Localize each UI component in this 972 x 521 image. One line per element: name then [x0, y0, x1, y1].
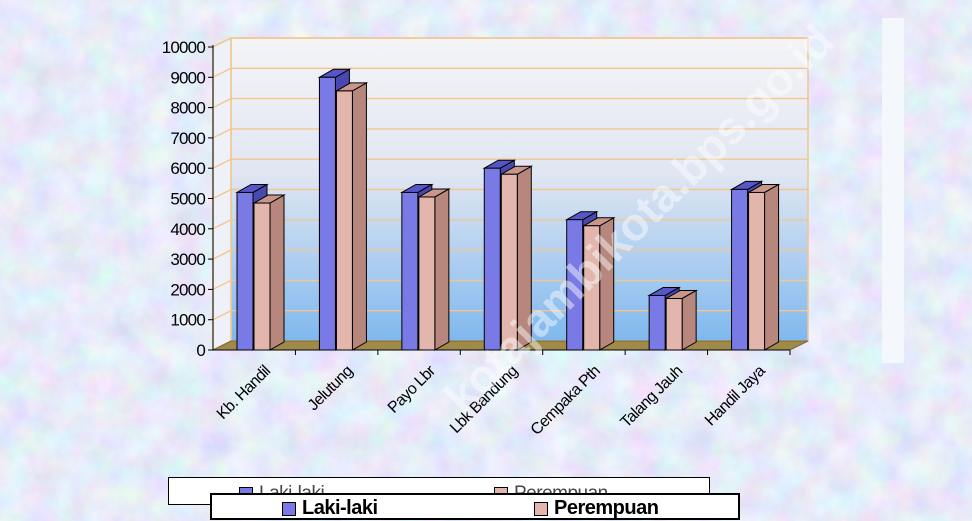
bar-side: [764, 183, 780, 351]
bar-front: [253, 202, 271, 351]
legend-label-laki: Laki-laki: [302, 497, 378, 519]
y-tick-label: 6000: [170, 159, 205, 178]
y-tick-label: 9000: [170, 68, 205, 87]
gridline: [212, 279, 808, 291]
gridline: [212, 249, 808, 260]
bar-front: [665, 297, 683, 351]
y-tick-label: 5000: [170, 190, 205, 209]
y-tick-label: 2000: [170, 280, 205, 299]
bar-front: [318, 76, 336, 351]
x-tick-label: Payo Lbr: [385, 362, 440, 417]
gridline: [212, 37, 808, 48]
y-tick-label: 1000: [170, 311, 205, 330]
gridline: [212, 67, 808, 78]
gridline: [212, 158, 808, 169]
bar-perempuan: [664, 289, 699, 351]
gridline: [212, 188, 808, 200]
bar-perempuan: [581, 216, 616, 351]
bar-front: [731, 188, 749, 351]
legend: Laki-laki Perempuan: [210, 493, 740, 520]
legend-swatch-perempuan: [534, 501, 548, 516]
bar-perempuan: [499, 165, 534, 351]
bar-front: [648, 294, 666, 351]
y-tick-label: 7000: [170, 129, 205, 148]
gridline: [212, 128, 808, 139]
x-tick-label: Talang Jauh: [618, 363, 686, 431]
gridline: [212, 219, 808, 230]
gridline: [212, 310, 808, 321]
bar-side: [351, 82, 367, 351]
legend-swatch-laki: [282, 501, 296, 516]
bar-front: [418, 196, 436, 351]
bar-front: [236, 191, 254, 351]
background-panel: [882, 18, 904, 363]
y-tick-label: 3000: [170, 250, 205, 269]
bar-front: [335, 90, 353, 351]
y-tick-label: 8000: [170, 99, 205, 118]
bar-perempuan: [334, 82, 369, 351]
bar-front: [401, 191, 419, 351]
y-tick-label: 4000: [170, 220, 205, 239]
bar-side: [434, 188, 450, 351]
legend-item-laki: Laki-laki: [282, 497, 378, 520]
x-tick-label: Jelutung: [305, 363, 356, 414]
bar-perempuan: [416, 188, 451, 351]
legend-item-perempuan: Perempuan: [534, 497, 659, 520]
x-tick-label: Handil Jaya: [702, 362, 769, 429]
y-tick-label: 10000: [162, 38, 206, 57]
bar-perempuan: [252, 194, 286, 351]
gridline: [212, 97, 808, 109]
bar-front: [748, 191, 766, 351]
bar-side: [269, 194, 285, 351]
y-tick-label: 0: [196, 341, 205, 360]
x-tick-label: Cempaka Pth: [528, 363, 604, 439]
bar-side: [681, 289, 697, 351]
bar-perempuan: [746, 183, 781, 351]
legend-label-perempuan: Perempuan: [554, 497, 659, 519]
x-tick-label: Kb. Handil: [214, 363, 274, 423]
